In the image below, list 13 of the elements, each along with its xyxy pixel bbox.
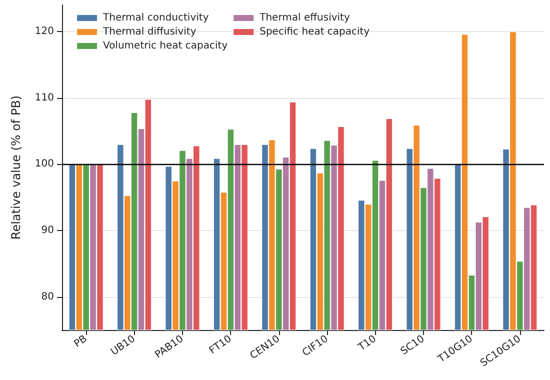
legend-label: Thermal diffusivity [102, 26, 196, 38]
y-tick-label: 100 [34, 158, 54, 170]
legend-label: Volumetric heat capacity [103, 40, 228, 52]
y-tick-label: 120 [34, 26, 54, 38]
y-tick-label: 90 [41, 225, 54, 236]
legend-label: Thermal effusivity [258, 12, 350, 24]
y-axis-title: Relative value (% of PB) [9, 95, 23, 240]
y-tick-label: 110 [34, 92, 54, 104]
legend-label: Thermal conductivity [102, 12, 209, 24]
x-tick-label: PB [72, 333, 90, 350]
legend-label: Specific heat capacity [260, 26, 370, 38]
y-tick-label: 80 [41, 291, 54, 302]
x-tick-label: T10 [356, 333, 378, 354]
